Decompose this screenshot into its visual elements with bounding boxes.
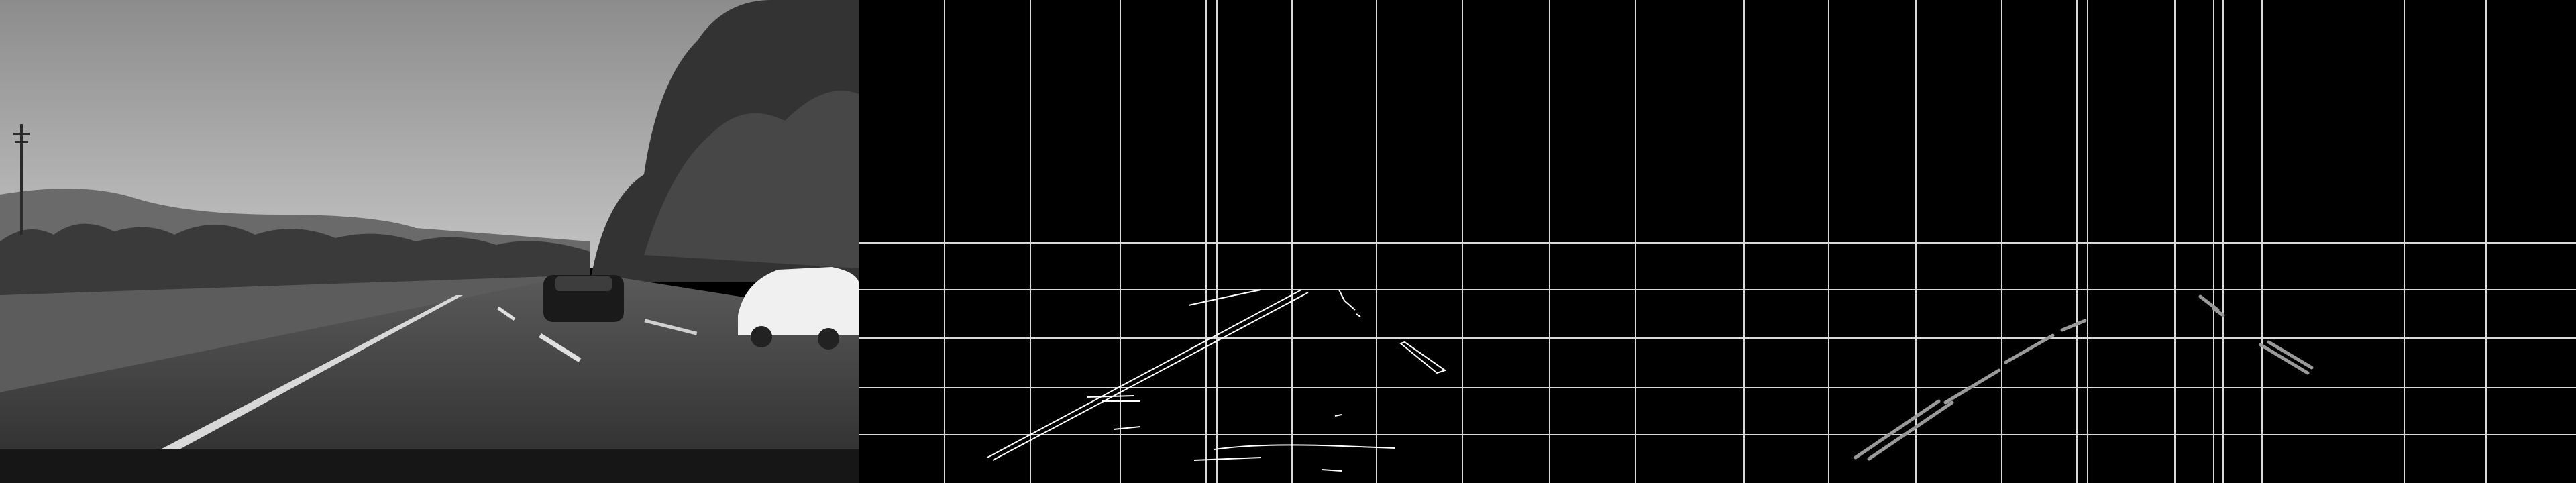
- edge-map-panel: [859, 0, 1717, 483]
- grid-lines: [859, 0, 1717, 483]
- detected-lane-segments: [1854, 294, 2314, 461]
- white-car: [738, 267, 859, 350]
- road-photo-panel: [0, 0, 859, 483]
- edge-horizon: [1188, 289, 1262, 306]
- canny-edges: [987, 289, 1447, 472]
- dashed-lane-mark: [539, 333, 582, 362]
- left-tree-line: [0, 223, 590, 295]
- utility-pole: [20, 124, 23, 235]
- hough-lines-panel: [1717, 0, 2576, 483]
- road-surface: [0, 275, 859, 483]
- edge-left-lane-inner: [992, 292, 1309, 461]
- right-lane-segment: [2267, 340, 2314, 370]
- left-lane-segment: [1943, 368, 2001, 405]
- left-lane-segment: [1867, 400, 1954, 461]
- road-photo: [0, 0, 859, 483]
- car-hood: [0, 449, 859, 483]
- edge-left-lane: [987, 289, 1302, 458]
- pole-crossbar-2: [15, 141, 28, 143]
- left-lane-segment: [1854, 399, 1941, 460]
- right-lane-segment: [2259, 343, 2310, 375]
- edge-dash: [1399, 341, 1447, 374]
- pole-crossbar: [13, 133, 30, 135]
- black-car: [543, 275, 624, 322]
- left-lane-segment: [2004, 333, 2055, 364]
- left-lane-segment: [2060, 319, 2087, 332]
- edge-map: [859, 0, 1717, 483]
- dashed-lane-mark: [496, 306, 516, 321]
- solid-lane-line: [148, 295, 463, 460]
- edge-bottom: [1214, 444, 1396, 450]
- right-trees-highlight: [644, 91, 859, 268]
- dashed-lane-mark: [644, 319, 698, 335]
- grid-lines: [1717, 0, 2576, 483]
- right-lane-segment: [2212, 307, 2225, 317]
- hough-lines: [1717, 0, 2576, 483]
- edge-car-contour: [1338, 289, 1361, 317]
- edge-noise: [1086, 395, 1342, 472]
